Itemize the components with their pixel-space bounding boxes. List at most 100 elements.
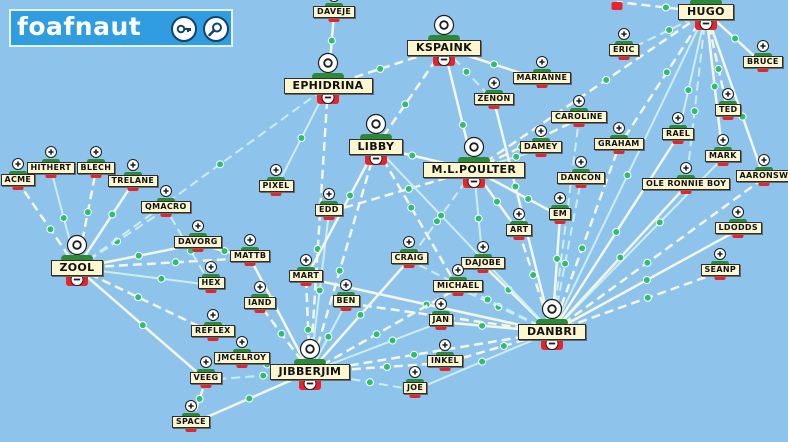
edge-midpoint-dot[interactable] [458, 120, 467, 129]
person-label[interactable]: EDD [315, 204, 343, 216]
person-label[interactable]: BEN [332, 295, 360, 307]
edge-midpoint-dot[interactable] [46, 225, 55, 234]
person-label[interactable]: ZOOL [50, 260, 104, 276]
key-button[interactable] [171, 16, 197, 42]
person-label[interactable]: VEEG [189, 372, 223, 384]
person-label[interactable]: GRAHAM [594, 138, 644, 150]
person-label[interactable]: INKEL [427, 355, 463, 367]
person-label[interactable]: REFLEX [191, 325, 235, 337]
edge-midpoint-dot[interactable] [407, 203, 416, 212]
person-label[interactable]: OLE RONNIE BOY [642, 178, 731, 190]
person-collapsed-icon[interactable] [603, 0, 631, 15]
edge-midpoint-dot[interactable] [372, 330, 381, 339]
edge-midpoint-dot[interactable] [492, 197, 501, 206]
edge-midpoint-dot[interactable] [690, 107, 699, 116]
person-label[interactable]: ACME [0, 174, 36, 186]
person-label[interactable]: JMCELROY [214, 352, 271, 364]
person-label[interactable]: LIBBY [348, 139, 404, 155]
edge-midpoint-dot[interactable] [356, 310, 365, 319]
person-label[interactable]: DAVORG [174, 236, 222, 248]
edge-midpoint-dot[interactable] [483, 295, 492, 304]
person-label[interactable]: CAROLINE [551, 111, 607, 123]
person-label[interactable]: HEX [197, 277, 225, 289]
edge-midpoint-dot[interactable] [731, 34, 740, 43]
edge-midpoint-dot[interactable] [643, 258, 652, 267]
edge-midpoint-dot[interactable] [401, 100, 410, 109]
person-label[interactable]: BLECH [76, 162, 116, 174]
edge-midpoint-dot[interactable] [388, 336, 397, 345]
edge-midpoint-dot[interactable] [561, 259, 570, 268]
person-label[interactable]: DAVEJE [313, 6, 356, 18]
edge-midpoint-dot[interactable] [108, 210, 117, 219]
person-label[interactable]: JAN [428, 314, 454, 326]
person-label[interactable]: TED [715, 104, 742, 116]
edge-midpoint-dot[interactable] [134, 251, 143, 260]
edge-midpoint-dot[interactable] [578, 244, 587, 253]
person-label[interactable]: DAJOBE [461, 257, 505, 269]
person-label[interactable]: JIBBERJIM [269, 364, 351, 380]
edge-midpoint-dot[interactable] [710, 82, 719, 91]
edge-midpoint-dot[interactable] [335, 266, 344, 275]
person-label[interactable]: EM [549, 208, 572, 220]
edge-midpoint-dot[interactable] [616, 253, 625, 262]
person-label[interactable]: M.L.POULTER [422, 162, 526, 178]
person-label[interactable]: RAEL [662, 128, 695, 140]
edge-midpoint-dot[interactable] [499, 341, 508, 350]
edge-midpoint-dot[interactable] [437, 211, 446, 220]
edge-midpoint-dot[interactable] [297, 134, 306, 143]
edge-midpoint-dot[interactable] [346, 191, 355, 200]
edge-midpoint-dot[interactable] [382, 362, 391, 371]
edge-midpoint-dot[interactable] [462, 67, 471, 76]
edge-midpoint-dot[interactable] [512, 152, 521, 161]
person-label[interactable]: KSPAINK [407, 40, 481, 56]
edge-midpoint-dot[interactable] [665, 26, 674, 34]
edge-midpoint-dot[interactable] [327, 36, 336, 45]
edge-midpoint-dot[interactable] [714, 65, 723, 73]
edge-midpoint-dot[interactable] [612, 228, 621, 237]
edge-midpoint-dot[interactable] [324, 332, 333, 341]
edge-midpoint-dot[interactable] [662, 68, 671, 77]
person-label[interactable]: JOE [403, 382, 428, 394]
edge-midpoint-dot[interactable] [642, 275, 651, 284]
edge-midpoint-dot[interactable] [138, 321, 147, 330]
person-label[interactable]: TRELANE [107, 175, 159, 187]
edge-midpoint-dot[interactable] [195, 394, 204, 403]
person-label[interactable]: BRUCE [743, 56, 783, 68]
edge-midpoint-dot[interactable] [684, 86, 693, 95]
edge-midpoint-dot[interactable] [623, 171, 632, 180]
edge-midpoint-dot[interactable] [408, 151, 417, 160]
person-label[interactable]: MARK [705, 150, 741, 162]
edge-midpoint-dot[interactable] [315, 286, 324, 295]
person-label[interactable]: ART [506, 224, 533, 236]
person-label[interactable]: MARIANNE [512, 72, 572, 84]
person-label[interactable]: IAND [244, 297, 276, 309]
edge-midpoint-dot[interactable] [245, 394, 254, 403]
person-label[interactable]: ERIC [609, 44, 639, 56]
edge-midpoint-dot[interactable] [432, 217, 441, 226]
edge-midpoint-dot[interactable] [134, 293, 143, 302]
edge-midpoint-dot[interactable] [171, 258, 180, 267]
person-label[interactable]: PIXEL [258, 180, 294, 192]
edge-midpoint-dot[interactable] [277, 329, 286, 338]
edge-midpoint-dot[interactable] [404, 184, 413, 193]
person-label[interactable]: HITHERT [26, 162, 76, 174]
person-label[interactable]: QMACRO [141, 201, 191, 213]
edge-midpoint-dot[interactable] [655, 218, 664, 227]
edge-midpoint-dot[interactable] [602, 75, 611, 84]
edge-midpoint-dot[interactable] [661, 3, 670, 12]
edge-midpoint-dot[interactable] [216, 160, 225, 169]
person-label[interactable]: EPHIDRINA [283, 78, 373, 94]
search-button[interactable] [203, 16, 229, 42]
edge-midpoint-dot[interactable] [511, 182, 520, 191]
person-label[interactable]: CRAIG [390, 252, 428, 264]
edge-midpoint-dot[interactable] [410, 350, 419, 359]
edge-midpoint-dot[interactable] [220, 247, 229, 256]
person-label[interactable]: MICHAEL [433, 280, 484, 292]
person-label[interactable]: MATTB [230, 250, 271, 262]
edge-midpoint-dot[interactable] [478, 357, 487, 366]
person-label[interactable]: AARONSW [735, 170, 788, 182]
person-label[interactable]: DANCON [556, 172, 606, 184]
edge-midpoint-dot[interactable] [524, 194, 533, 203]
edge-midpoint-dot[interactable] [474, 214, 483, 223]
